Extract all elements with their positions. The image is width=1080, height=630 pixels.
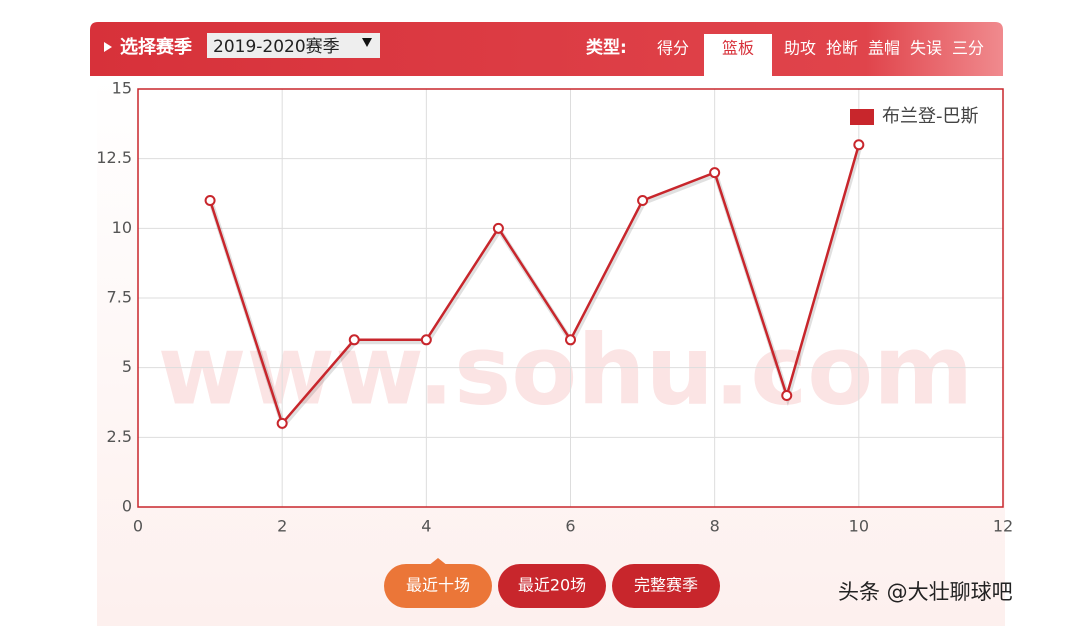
dropdown-arrow: [362, 38, 372, 47]
season-select[interactable]: [207, 33, 380, 58]
legend-label: 布兰登-巴斯: [882, 106, 979, 127]
y-tick-label: 0: [122, 497, 132, 516]
point: [637, 194, 649, 206]
y-tick-label: 12.5: [96, 148, 132, 167]
active-tab-bg: [704, 34, 772, 76]
y-tick-label: 5: [122, 357, 132, 376]
point: [853, 139, 865, 151]
point: [781, 390, 793, 402]
point: [420, 334, 432, 346]
tab[interactable]: 助攻: [784, 39, 816, 58]
tabs: 得分 篮板 助攻 抢断 盖帽 失误 三分: [657, 34, 984, 76]
x-tick-label: 10: [849, 517, 869, 536]
buttons: 最近十场 最近20场 完整赛季: [384, 558, 720, 608]
x-tick-label: 12: [993, 517, 1013, 536]
y-tick-label: 10: [112, 218, 132, 237]
type-label: 类型:: [586, 37, 627, 58]
button-label[interactable]: 完整赛季: [634, 576, 698, 595]
point: [276, 417, 288, 429]
point: [348, 334, 360, 346]
tab[interactable]: 篮板: [722, 39, 754, 58]
tab[interactable]: 失误: [910, 39, 942, 58]
tab[interactable]: 三分: [952, 39, 984, 58]
legend-swatch: [850, 109, 874, 125]
x-tick-label: 4: [421, 517, 431, 536]
tab[interactable]: 盖帽: [868, 39, 900, 58]
button-bg[interactable]: [384, 564, 492, 608]
point: [709, 167, 721, 179]
line: [208, 144, 861, 426]
y-tick-label: 7.5: [107, 288, 132, 307]
x-tick-label: 2: [277, 517, 287, 536]
tab[interactable]: 抢断: [826, 39, 858, 58]
y-tick-label: 2.5: [107, 427, 132, 446]
point: [204, 194, 216, 206]
x-tick-label: 0: [133, 517, 143, 536]
point: [492, 222, 504, 234]
arrow-icon: [104, 42, 112, 52]
button-label[interactable]: 最近20场: [518, 576, 586, 595]
footer: 头条 @大壮聊球吧: [838, 580, 1013, 604]
season-value[interactable]: 2019-2020赛季: [213, 36, 340, 57]
point: [565, 334, 576, 346]
y-tick-label: 15: [112, 79, 132, 98]
x-tick-label: 6: [565, 517, 575, 536]
button-bg[interactable]: [612, 564, 720, 608]
button-label[interactable]: 最近十场: [406, 576, 470, 595]
button-bg[interactable]: [498, 564, 606, 608]
plot-border: [137, 88, 1004, 508]
x-tick-label: 8: [710, 517, 720, 536]
season-label: 选择赛季: [120, 36, 192, 58]
tab[interactable]: 得分: [657, 39, 689, 58]
